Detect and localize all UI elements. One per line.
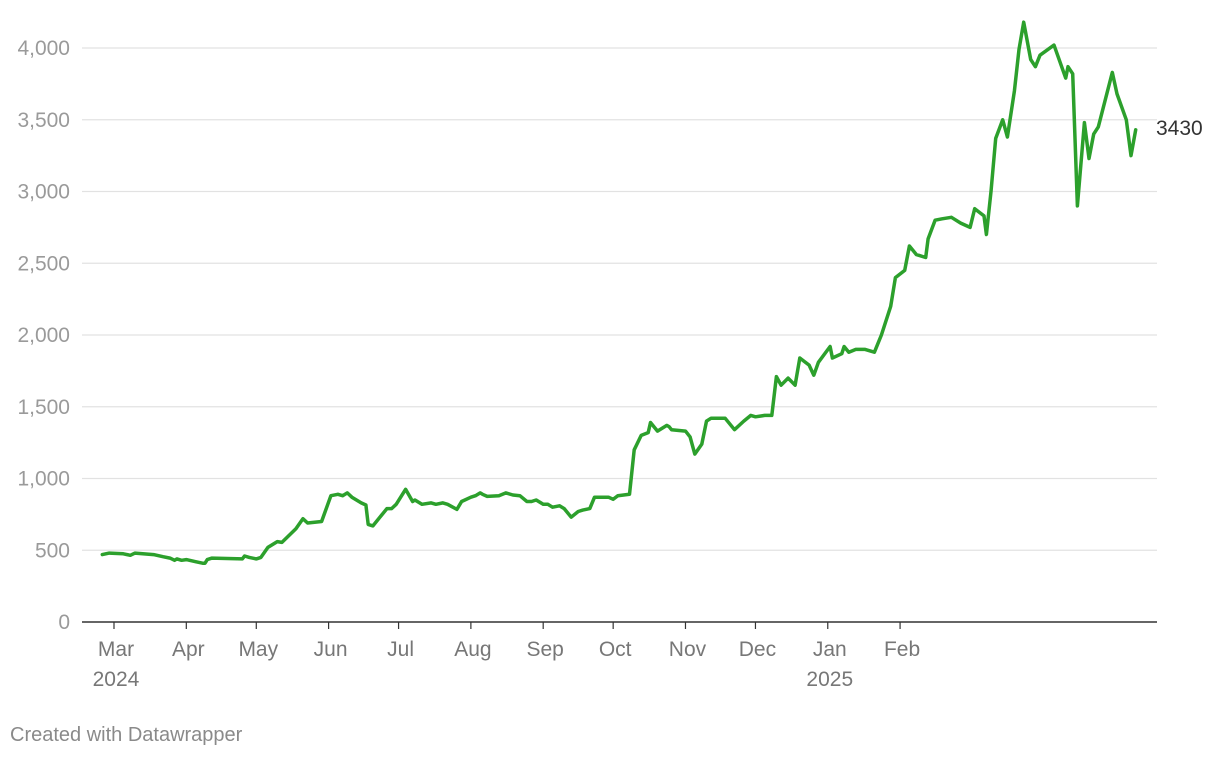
y-tick-label: 1,500	[17, 396, 70, 419]
line-chart: 05001,0001,5002,0002,5003,0003,5004,000 …	[17, 20, 1203, 691]
x-tick-label: Jul	[387, 638, 414, 661]
x-tick-year-label: 2024	[93, 668, 140, 691]
series-line	[100, 20, 1138, 565]
x-tick-label: Jan	[813, 638, 847, 661]
x-tick-label: Jun	[314, 638, 348, 661]
y-tick-label: 3,000	[17, 181, 70, 204]
x-tick-year-label: 2025	[806, 668, 853, 691]
y-tick-label: 4,000	[17, 37, 70, 60]
x-tick-label: Sep	[527, 638, 564, 661]
x-tick-label: Feb	[884, 638, 920, 661]
y-tick-label: 3,500	[17, 109, 70, 132]
x-axis: Mar 2024 Apr May Jun Jul Aug Sep Oct Nov Dec Jan 202…	[93, 622, 920, 691]
y-tick-label: 1,000	[17, 468, 70, 491]
x-tick-label: Dec	[739, 638, 776, 661]
x-tick-label: Aug	[454, 638, 491, 661]
x-tick-label: Apr	[172, 638, 205, 661]
x-tick-label: Mar	[98, 638, 134, 661]
y-tick-label: 2,000	[17, 324, 70, 347]
x-tick-label: May	[238, 638, 278, 661]
end-value-label: 3430	[1156, 117, 1203, 140]
y-tick-label: 2,500	[17, 252, 70, 275]
credit-text: Created with Datawrapper	[10, 724, 243, 746]
y-tick-label: 0	[58, 611, 70, 634]
y-axis: 0 500 1,000 1,500 2,000 2,500 3,000 3,500 4,000	[17, 37, 70, 634]
y-tick-label: 500	[35, 539, 70, 562]
x-tick-label: Nov	[669, 638, 707, 661]
gridlines	[82, 47, 1157, 551]
x-tick-label: Oct	[599, 638, 632, 661]
